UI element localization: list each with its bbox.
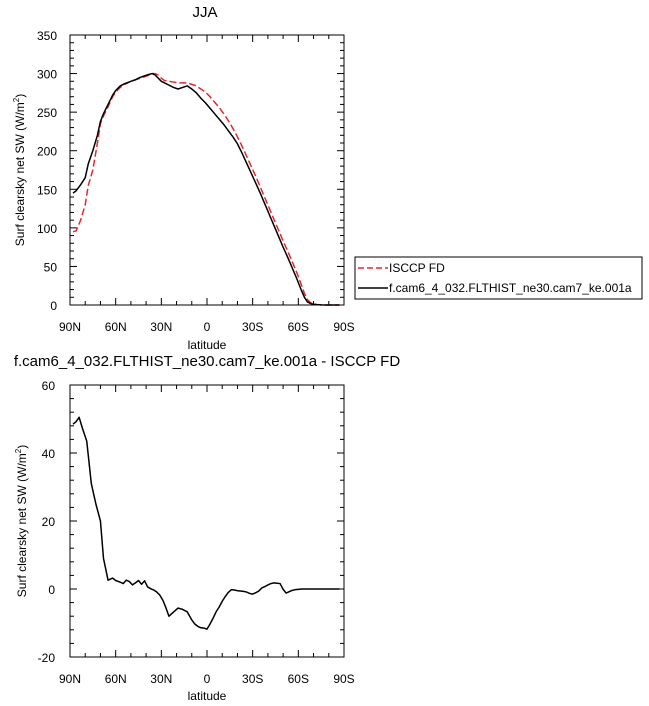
top-chart-plot-frame	[69, 34, 345, 306]
y-tick-label: 100	[37, 222, 57, 236]
y-tick-label: -20	[38, 651, 56, 665]
x-tick-label: 30N	[150, 672, 172, 686]
y-tick-label: 0	[48, 583, 55, 597]
y-tick-label: 150	[37, 183, 57, 197]
top-chart-series-lines	[72, 72, 340, 306]
y-tick-label: 300	[37, 68, 57, 82]
bottom-chart-x-tick-labels: 90N 60N 30N 0 30S 60S 90S	[59, 672, 355, 686]
x-tick-label: 0	[204, 672, 211, 686]
top-chart-x-axis-label: latitude	[188, 338, 227, 352]
y-tick-label: 50	[44, 260, 58, 274]
bottom-chart-x-axis-label: latitude	[188, 689, 227, 703]
bottom-chart-title: f.cam6_4_032.FLTHIST_ne30.cam7_ke.001a -…	[14, 353, 400, 370]
legend-box	[354, 256, 643, 300]
bottom-chart-series-lines	[72, 416, 340, 630]
legend-label-isccp: ISCCP FD	[389, 261, 445, 275]
top-chart-tick-marks	[69, 34, 345, 306]
x-tick-label: 60N	[105, 672, 127, 686]
bottom-chart-panel: f.cam6_4_032.FLTHIST_ne30.cam7_ke.001a -…	[14, 353, 400, 703]
top-chart-panel: JJA 0 50 100 150 200 250 300 350 90N 60N…	[12, 4, 643, 352]
x-tick-label: 30S	[242, 672, 263, 686]
top-chart-legend: ISCCP FD f.cam6_4_032.FLTHIST_ne30.cam7_…	[354, 256, 643, 300]
x-tick-label: 30N	[150, 320, 172, 334]
y-tick-label: 60	[42, 379, 56, 393]
x-tick-label: 90N	[59, 320, 81, 334]
y-tick-label: 40	[42, 447, 56, 461]
top-series-line-1	[72, 72, 340, 306]
bottom-chart-plot-frame	[69, 384, 345, 658]
legend-label-model: f.cam6_4_032.FLTHIST_ne30.cam7_ke.001a	[389, 281, 632, 295]
bottom-chart-tick-marks	[69, 384, 345, 658]
x-tick-label: 90S	[333, 672, 354, 686]
y-tick-label: 20	[42, 515, 56, 529]
x-tick-label: 60S	[288, 320, 309, 334]
top-chart-y-axis-label: Surf clearsky net SW (W/m2)	[12, 94, 27, 246]
y-tick-label: 250	[37, 106, 57, 120]
top-chart-x-tick-labels: 90N 60N 30N 0 30S 60S 90S	[59, 320, 355, 334]
x-tick-label: 60N	[105, 320, 127, 334]
y-tick-label: 350	[37, 29, 57, 43]
top-chart-title: JJA	[192, 4, 217, 21]
top-series-line-0	[72, 72, 340, 306]
bottom-series-line-0	[72, 416, 340, 630]
x-tick-label: 30S	[242, 320, 263, 334]
bottom-chart-y-tick-labels: -20 0 20 40 60	[38, 379, 56, 665]
x-tick-label: 90S	[333, 320, 354, 334]
y-tick-label: 0	[50, 299, 57, 313]
x-tick-label: 60S	[288, 672, 309, 686]
top-chart-y-tick-labels: 0 50 100 150 200 250 300 350	[37, 29, 57, 313]
x-tick-label: 0	[204, 320, 211, 334]
x-tick-label: 90N	[59, 672, 81, 686]
bottom-chart-y-axis-label: Surf clearsky net SW (W/m2)	[14, 445, 29, 597]
y-tick-label: 200	[37, 145, 57, 159]
